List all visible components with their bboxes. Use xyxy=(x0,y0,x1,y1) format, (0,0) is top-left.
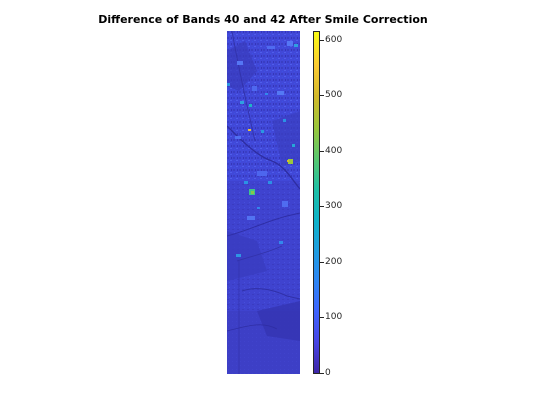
colorbar-tick-label: 100 xyxy=(325,312,343,322)
band-difference-image xyxy=(227,31,300,374)
colorbar-tick-label: 300 xyxy=(325,201,343,211)
colorbar xyxy=(313,31,320,374)
colorbar-tick-label: 200 xyxy=(325,257,343,267)
colorbar-tick xyxy=(320,262,324,263)
colorbar-tick xyxy=(320,206,324,207)
colorbar-tick xyxy=(320,40,324,41)
colorbar-tick xyxy=(320,95,324,96)
colorbar-tick-label: 400 xyxy=(325,146,343,156)
figure-title: Difference of Bands 40 and 42 After Smil… xyxy=(98,13,428,26)
colorbar-tick xyxy=(320,373,324,374)
colorbar-tick xyxy=(320,317,324,318)
colorbar-tick-label: 0 xyxy=(325,368,331,378)
colorbar-tick xyxy=(320,151,324,152)
colorbar-tick-label: 500 xyxy=(325,90,343,100)
image-axes xyxy=(227,31,300,374)
colorbar-tick-label: 600 xyxy=(325,35,343,45)
